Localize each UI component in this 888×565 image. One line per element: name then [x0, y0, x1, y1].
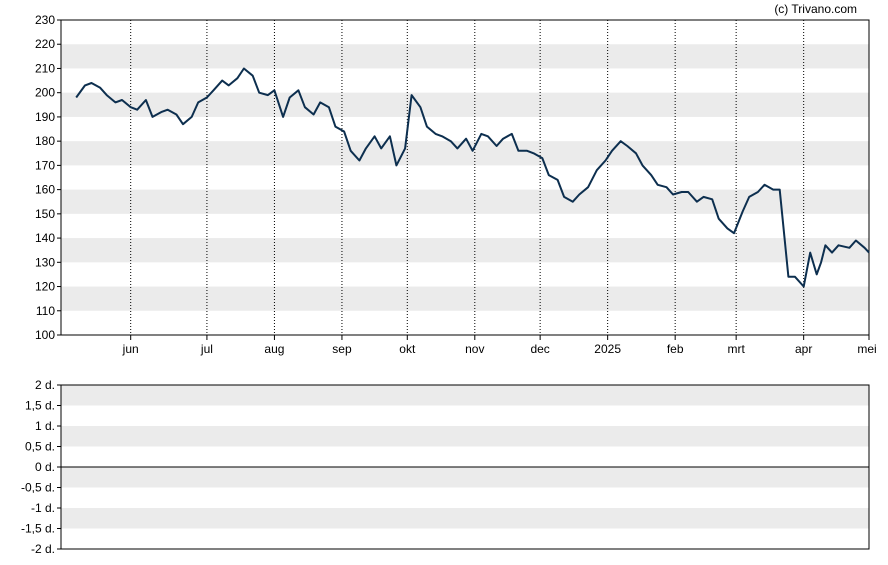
y-tick-label: 160	[35, 183, 55, 197]
y-tick-label: 210	[35, 61, 55, 75]
y-tick-label: 120	[35, 280, 55, 294]
price-series	[75, 67, 870, 288]
band	[61, 467, 869, 488]
band	[61, 508, 869, 529]
y-tick-label: 150	[35, 207, 55, 221]
band	[61, 286, 869, 311]
x-tick-label: dec	[530, 342, 549, 356]
sub-chart-y-tick-labels: 2 d. 1,5 d. 1 d. 0,5 d. 0 d. -0,5 d. -1 d. -1,5…	[21, 378, 61, 556]
x-tick-label: aug	[264, 342, 284, 356]
y-tick-label: 230	[35, 13, 55, 27]
copyright-label: (c) Trivano.com	[774, 2, 857, 16]
x-tick-label: apr	[795, 342, 812, 356]
y-tick-label: 0,5 d.	[25, 440, 55, 454]
y-tick-label: 1 d.	[35, 419, 55, 433]
x-tick-label: mei	[857, 342, 876, 356]
y-tick-label: 140	[35, 231, 55, 245]
band	[61, 385, 869, 406]
y-tick-label: -2 d.	[31, 542, 55, 556]
band	[61, 44, 869, 69]
x-tick-label: feb	[667, 342, 684, 356]
x-tick-label: nov	[465, 342, 484, 356]
band	[61, 189, 869, 214]
y-tick-label: 220	[35, 37, 55, 51]
y-tick-label: 1,5 d.	[25, 399, 55, 413]
x-tick-label: mrt	[727, 342, 745, 356]
y-tick-label: 130	[35, 255, 55, 269]
y-tick-label: -0,5 d.	[21, 481, 55, 495]
band	[61, 141, 869, 166]
y-tick-label: 180	[35, 134, 55, 148]
sub-chart-bands	[61, 385, 869, 529]
main-chart-x-tick-labels: jun jul aug sep okt nov dec 2025 feb mrt apr mei	[122, 342, 877, 356]
y-tick-label: 2 d.	[35, 378, 55, 392]
series-line	[75, 67, 870, 288]
y-tick-label: 110	[36, 304, 55, 318]
x-tick-label: sep	[332, 342, 352, 356]
y-tick-label: -1 d.	[31, 501, 55, 515]
x-tick-label: 2025	[594, 342, 621, 356]
y-tick-label: 200	[35, 86, 55, 100]
band	[61, 92, 869, 117]
main-chart-gridlines	[130, 20, 870, 340]
y-tick-label: 190	[35, 110, 55, 124]
y-tick-label: 170	[35, 158, 55, 172]
x-tick-label: okt	[399, 342, 416, 356]
main-chart-y-tick-labels: 100 110 120 130 140 150 160 170 180 190 200 210 220 2…	[35, 13, 61, 342]
main-chart-bands	[61, 44, 869, 311]
y-tick-label: 100	[35, 328, 55, 342]
y-tick-label: -1,5 d.	[21, 522, 55, 536]
main-chart-frame	[60, 19, 870, 336]
x-tick-label: jul	[200, 342, 213, 356]
y-tick-label: 0 d.	[35, 460, 55, 474]
band	[61, 426, 869, 447]
band	[61, 238, 869, 263]
x-tick-label: jun	[122, 342, 139, 356]
